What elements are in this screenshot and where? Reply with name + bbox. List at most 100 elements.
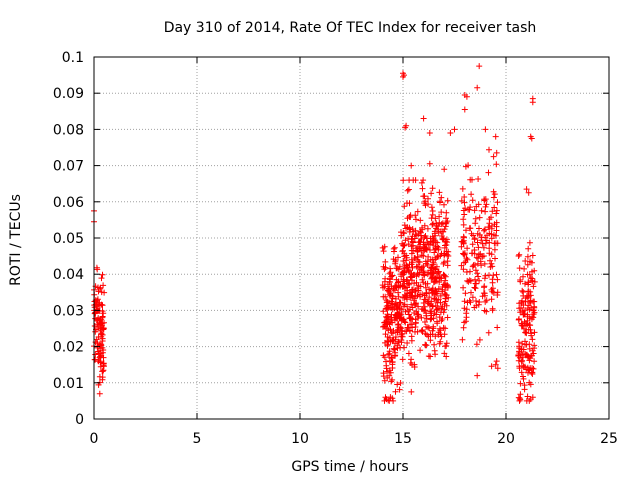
data-point: [493, 219, 500, 226]
data-point: [493, 271, 500, 278]
data-point: [416, 264, 422, 270]
data-point: [490, 153, 497, 160]
data-point: [462, 205, 469, 212]
data-point: [394, 315, 401, 322]
data-point: [451, 126, 458, 133]
data-point: [404, 277, 411, 284]
data-point: [439, 288, 446, 295]
data-point: [469, 294, 476, 301]
data-point: [437, 199, 443, 206]
data-point: [523, 351, 530, 358]
data-point: [458, 243, 465, 250]
data-point: [494, 292, 501, 298]
data-point: [408, 292, 415, 299]
data-point: [470, 262, 477, 269]
data-point: [490, 188, 497, 195]
data-point: [461, 199, 468, 206]
data-point: [95, 284, 101, 291]
data-point: [404, 340, 411, 346]
data-point: [396, 386, 403, 393]
data-point: [411, 300, 418, 307]
data-point: [426, 294, 433, 301]
data-point: [429, 185, 436, 192]
data-point: [460, 284, 467, 291]
data-point: [427, 337, 434, 344]
data-point: [422, 319, 428, 325]
data-point: [488, 296, 495, 303]
data-point: [492, 255, 498, 262]
data-point: [405, 186, 412, 193]
data-point: [419, 276, 426, 283]
data-point: [397, 380, 404, 386]
data-point: [473, 298, 479, 304]
data-point: [429, 265, 435, 272]
data-point: [437, 292, 444, 299]
data-point: [440, 324, 447, 331]
data-point: [96, 373, 103, 380]
data-point: [486, 146, 492, 153]
data-point: [523, 330, 530, 337]
data-point: [423, 323, 430, 330]
data-point: [426, 130, 433, 136]
y-tick-label: 0.09: [53, 86, 84, 102]
data-point: [516, 354, 523, 361]
data-point: [438, 194, 445, 201]
data-point: [440, 236, 447, 243]
data-point: [411, 310, 418, 316]
data-point: [517, 278, 524, 285]
data-point: [460, 324, 467, 331]
data-point: [521, 265, 528, 272]
data-point: [471, 284, 478, 291]
data-point: [442, 277, 449, 284]
data-point: [414, 292, 421, 299]
data-point: [431, 249, 438, 256]
data-point: [432, 303, 439, 309]
data-point: [468, 289, 474, 296]
data-point: [441, 201, 447, 208]
data-point: [98, 331, 105, 338]
data-point: [520, 375, 527, 382]
data-point: [528, 135, 535, 142]
y-tick-label: 0.03: [53, 303, 84, 319]
data-point: [494, 240, 501, 247]
data-point: [492, 133, 499, 140]
data-point: [433, 311, 440, 318]
data-point: [99, 368, 106, 375]
data-point: [387, 265, 394, 272]
data-point: [480, 244, 487, 251]
data-point: [442, 220, 449, 227]
data-point: [516, 397, 523, 404]
data-point: [437, 299, 444, 306]
data-point: [428, 190, 435, 197]
data-point: [100, 347, 107, 353]
data-point: [400, 283, 407, 290]
data-point: [402, 237, 409, 244]
data-point: [403, 225, 409, 232]
data-point: [435, 229, 442, 236]
y-tick-label: 0.1: [62, 50, 84, 66]
data-point: [471, 304, 478, 311]
data-point: [385, 287, 392, 294]
data-point: [487, 257, 493, 264]
data-point: [406, 213, 413, 220]
data-point: [425, 253, 432, 260]
x-tick-label: 20: [497, 431, 515, 447]
data-point: [399, 333, 406, 340]
data-point: [441, 306, 448, 313]
data-point: [391, 287, 398, 294]
data-point: [405, 350, 412, 357]
data-point: [420, 300, 427, 306]
data-point: [427, 238, 434, 245]
data-point: [392, 334, 399, 340]
data-point: [407, 273, 414, 280]
data-point: [414, 208, 421, 215]
data-point: [410, 177, 417, 184]
data-point: [463, 310, 470, 317]
data-point: [529, 336, 536, 343]
data-point: [410, 297, 417, 304]
data-point: [409, 289, 416, 296]
data-point: [416, 259, 423, 266]
axis-ticks: [93, 56, 610, 420]
data-point: [435, 285, 442, 292]
data-point: [494, 276, 501, 283]
